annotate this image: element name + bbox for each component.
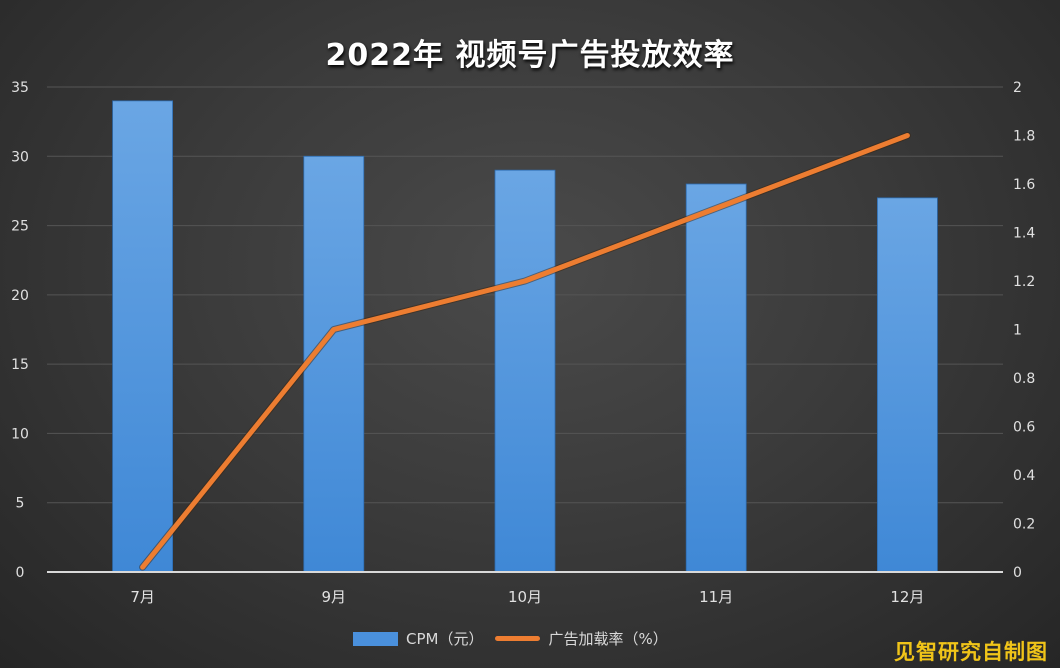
legend-bar-label: CPM（元） — [406, 630, 484, 648]
right-axis-tick: 1.6 — [1013, 177, 1035, 193]
x-axis-label: 9月 — [322, 588, 347, 606]
bar-9月 — [303, 155, 365, 573]
left-axis-tick: 25 — [11, 219, 29, 235]
right-axis-tick: 0 — [1013, 565, 1022, 581]
x-axis-label: 10月 — [508, 588, 542, 606]
left-axis-tick: 15 — [11, 357, 29, 373]
line-ad-load-rate — [140, 133, 910, 570]
legend: CPM（元） 广告加载率（%） — [353, 628, 668, 649]
bar-12月 — [877, 197, 938, 573]
x-axis-label: 11月 — [699, 588, 733, 606]
legend-line-label: 广告加载率（%） — [548, 630, 668, 648]
left-axis-tick: 30 — [11, 149, 29, 165]
bar-10月 — [494, 169, 556, 573]
source-credit: 见智研究自制图 — [894, 640, 1048, 664]
chart-title: 2022年 视频号广告投放效率 — [325, 38, 735, 73]
bar-7月 — [112, 100, 173, 573]
left-axis-tick: 20 — [11, 288, 29, 304]
left-axis-tick: 0 — [16, 565, 25, 581]
bar-11月 — [685, 183, 747, 573]
legend-bar-swatch — [353, 631, 398, 646]
right-axis-tick: 1 — [1013, 323, 1022, 339]
legend-line-swatch — [495, 636, 541, 641]
left-axis-tick: 10 — [11, 426, 29, 442]
left-axis-tick: 5 — [16, 496, 25, 512]
right-axis-tick: 1.4 — [1013, 226, 1035, 242]
right-axis-tick: 0.8 — [1013, 371, 1035, 387]
x-axis-label: 12月 — [890, 588, 924, 606]
right-axis-tick: 0.6 — [1013, 420, 1035, 436]
right-axis-tick: 0.4 — [1013, 468, 1035, 484]
left-axis-tick: 35 — [11, 80, 29, 96]
right-axis-tick: 2 — [1013, 80, 1022, 96]
right-axis-tick: 1.2 — [1013, 274, 1035, 290]
x-axis-label: 7月 — [130, 588, 155, 606]
right-axis-tick: 0.2 — [1013, 517, 1035, 533]
right-axis-tick: 1.8 — [1013, 129, 1035, 145]
